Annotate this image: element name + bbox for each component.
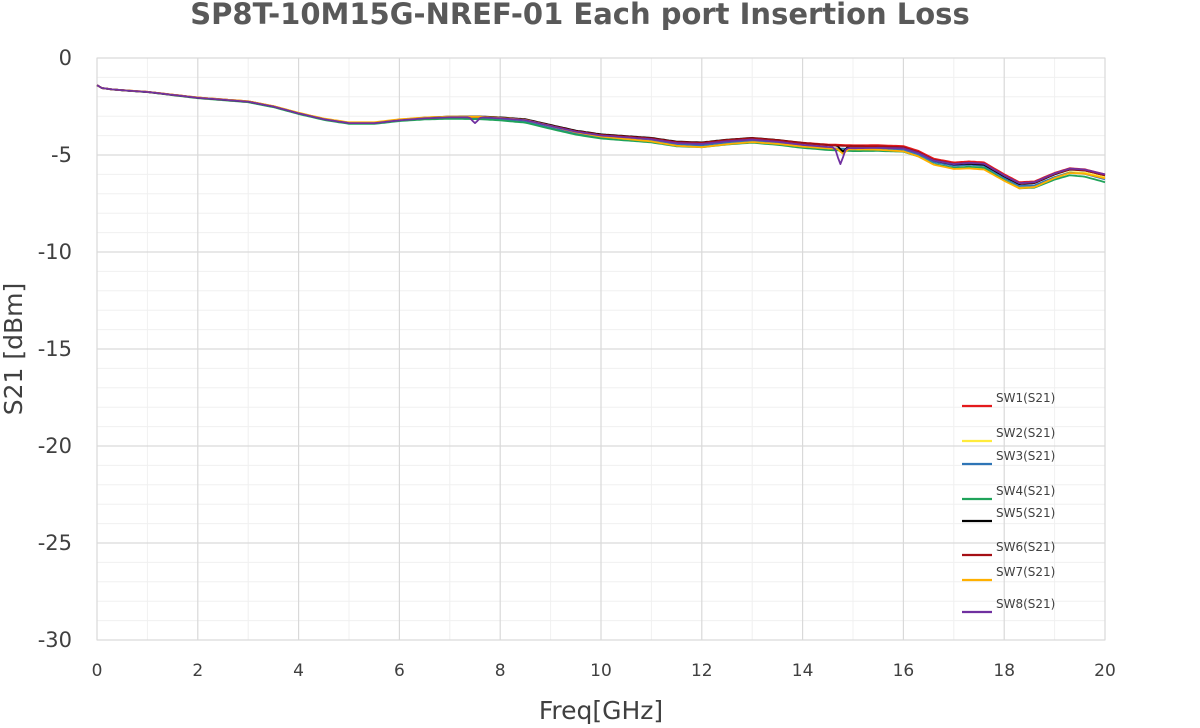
y-tick-label: -20 <box>38 434 72 458</box>
x-tick-label: 0 <box>92 661 103 681</box>
y-axis-label: S21 [dBm] <box>0 283 28 416</box>
plot-area-border <box>96 57 1106 641</box>
legend-label: SW5(S21) <box>996 506 1055 520</box>
legend-label: SW3(S21) <box>996 449 1055 463</box>
x-tick-label: 8 <box>495 661 506 681</box>
x-tick-label: 20 <box>1094 661 1116 681</box>
x-axis-label: Freq[GHz] <box>539 696 663 725</box>
y-tick-label: -5 <box>51 143 72 167</box>
x-tick-label: 2 <box>192 661 203 681</box>
x-tick-label: 6 <box>394 661 405 681</box>
y-tick-label: -10 <box>38 240 72 264</box>
legend-label: SW1(S21) <box>996 391 1055 405</box>
series-lines <box>96 84 1106 190</box>
y-tick-label: 0 <box>59 46 72 70</box>
x-tick-label: 16 <box>893 661 915 681</box>
legend-label: SW8(S21) <box>996 597 1055 611</box>
x-axis-ticks: 0 2 4 6 8 10 12 14 16 18 20 <box>92 661 1116 681</box>
chart-title: SP8T-10M15G-NREF-01 Each port Insertion … <box>190 0 969 31</box>
y-tick-label: -25 <box>38 531 72 555</box>
x-tick-label: 4 <box>293 661 304 681</box>
legend-label: SW2(S21) <box>996 426 1055 440</box>
y-axis-ticks: 0 -5 -10 -15 -20 -25 -30 <box>38 46 72 652</box>
x-tick-label: 10 <box>590 661 612 681</box>
legend: SW1(S21) SW2(S21) SW3(S21) SW4(S21) SW5(S21)… <box>962 391 1055 614</box>
x-tick-label: 14 <box>792 661 814 681</box>
series-line-sw8-s21- <box>96 84 1106 185</box>
x-tick-label: 18 <box>993 661 1015 681</box>
legend-label: SW6(S21) <box>996 540 1055 554</box>
y-tick-label: -15 <box>38 337 72 361</box>
y-tick-label: -30 <box>38 628 72 652</box>
legend-label: SW7(S21) <box>996 565 1055 579</box>
legend-label: SW4(S21) <box>996 484 1055 498</box>
x-tick-label: 12 <box>691 661 713 681</box>
